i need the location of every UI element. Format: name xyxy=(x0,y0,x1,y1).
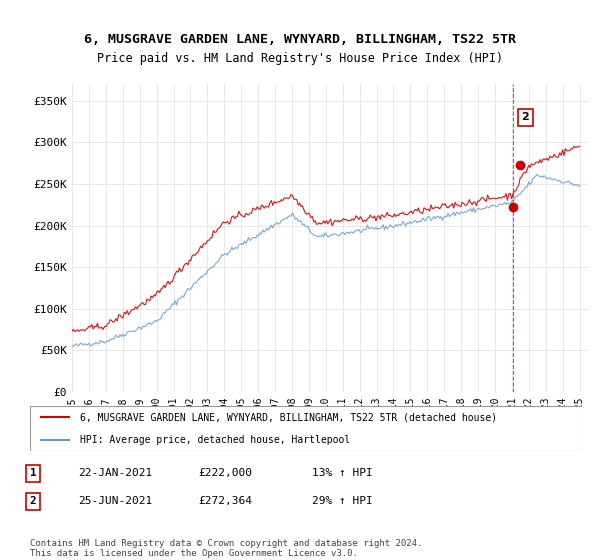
Text: £222,000: £222,000 xyxy=(198,468,252,478)
Text: 29% ↑ HPI: 29% ↑ HPI xyxy=(312,496,373,506)
Text: Price paid vs. HM Land Registry's House Price Index (HPI): Price paid vs. HM Land Registry's House … xyxy=(97,52,503,66)
FancyBboxPatch shape xyxy=(30,406,582,451)
Text: 6, MUSGRAVE GARDEN LANE, WYNYARD, BILLINGHAM, TS22 5TR: 6, MUSGRAVE GARDEN LANE, WYNYARD, BILLIN… xyxy=(84,32,516,46)
Text: HPI: Average price, detached house, Hartlepool: HPI: Average price, detached house, Hart… xyxy=(80,435,350,445)
Text: 2: 2 xyxy=(29,496,37,506)
Text: This data is licensed under the Open Government Licence v3.0.: This data is licensed under the Open Gov… xyxy=(30,549,358,558)
Text: 25-JUN-2021: 25-JUN-2021 xyxy=(78,496,152,506)
Text: 13% ↑ HPI: 13% ↑ HPI xyxy=(312,468,373,478)
Text: Contains HM Land Registry data © Crown copyright and database right 2024.: Contains HM Land Registry data © Crown c… xyxy=(30,539,422,548)
Text: 2: 2 xyxy=(521,113,529,122)
Text: 22-JAN-2021: 22-JAN-2021 xyxy=(78,468,152,478)
Text: 1: 1 xyxy=(29,468,37,478)
Text: 6, MUSGRAVE GARDEN LANE, WYNYARD, BILLINGHAM, TS22 5TR (detached house): 6, MUSGRAVE GARDEN LANE, WYNYARD, BILLIN… xyxy=(80,412,497,422)
Text: £272,364: £272,364 xyxy=(198,496,252,506)
